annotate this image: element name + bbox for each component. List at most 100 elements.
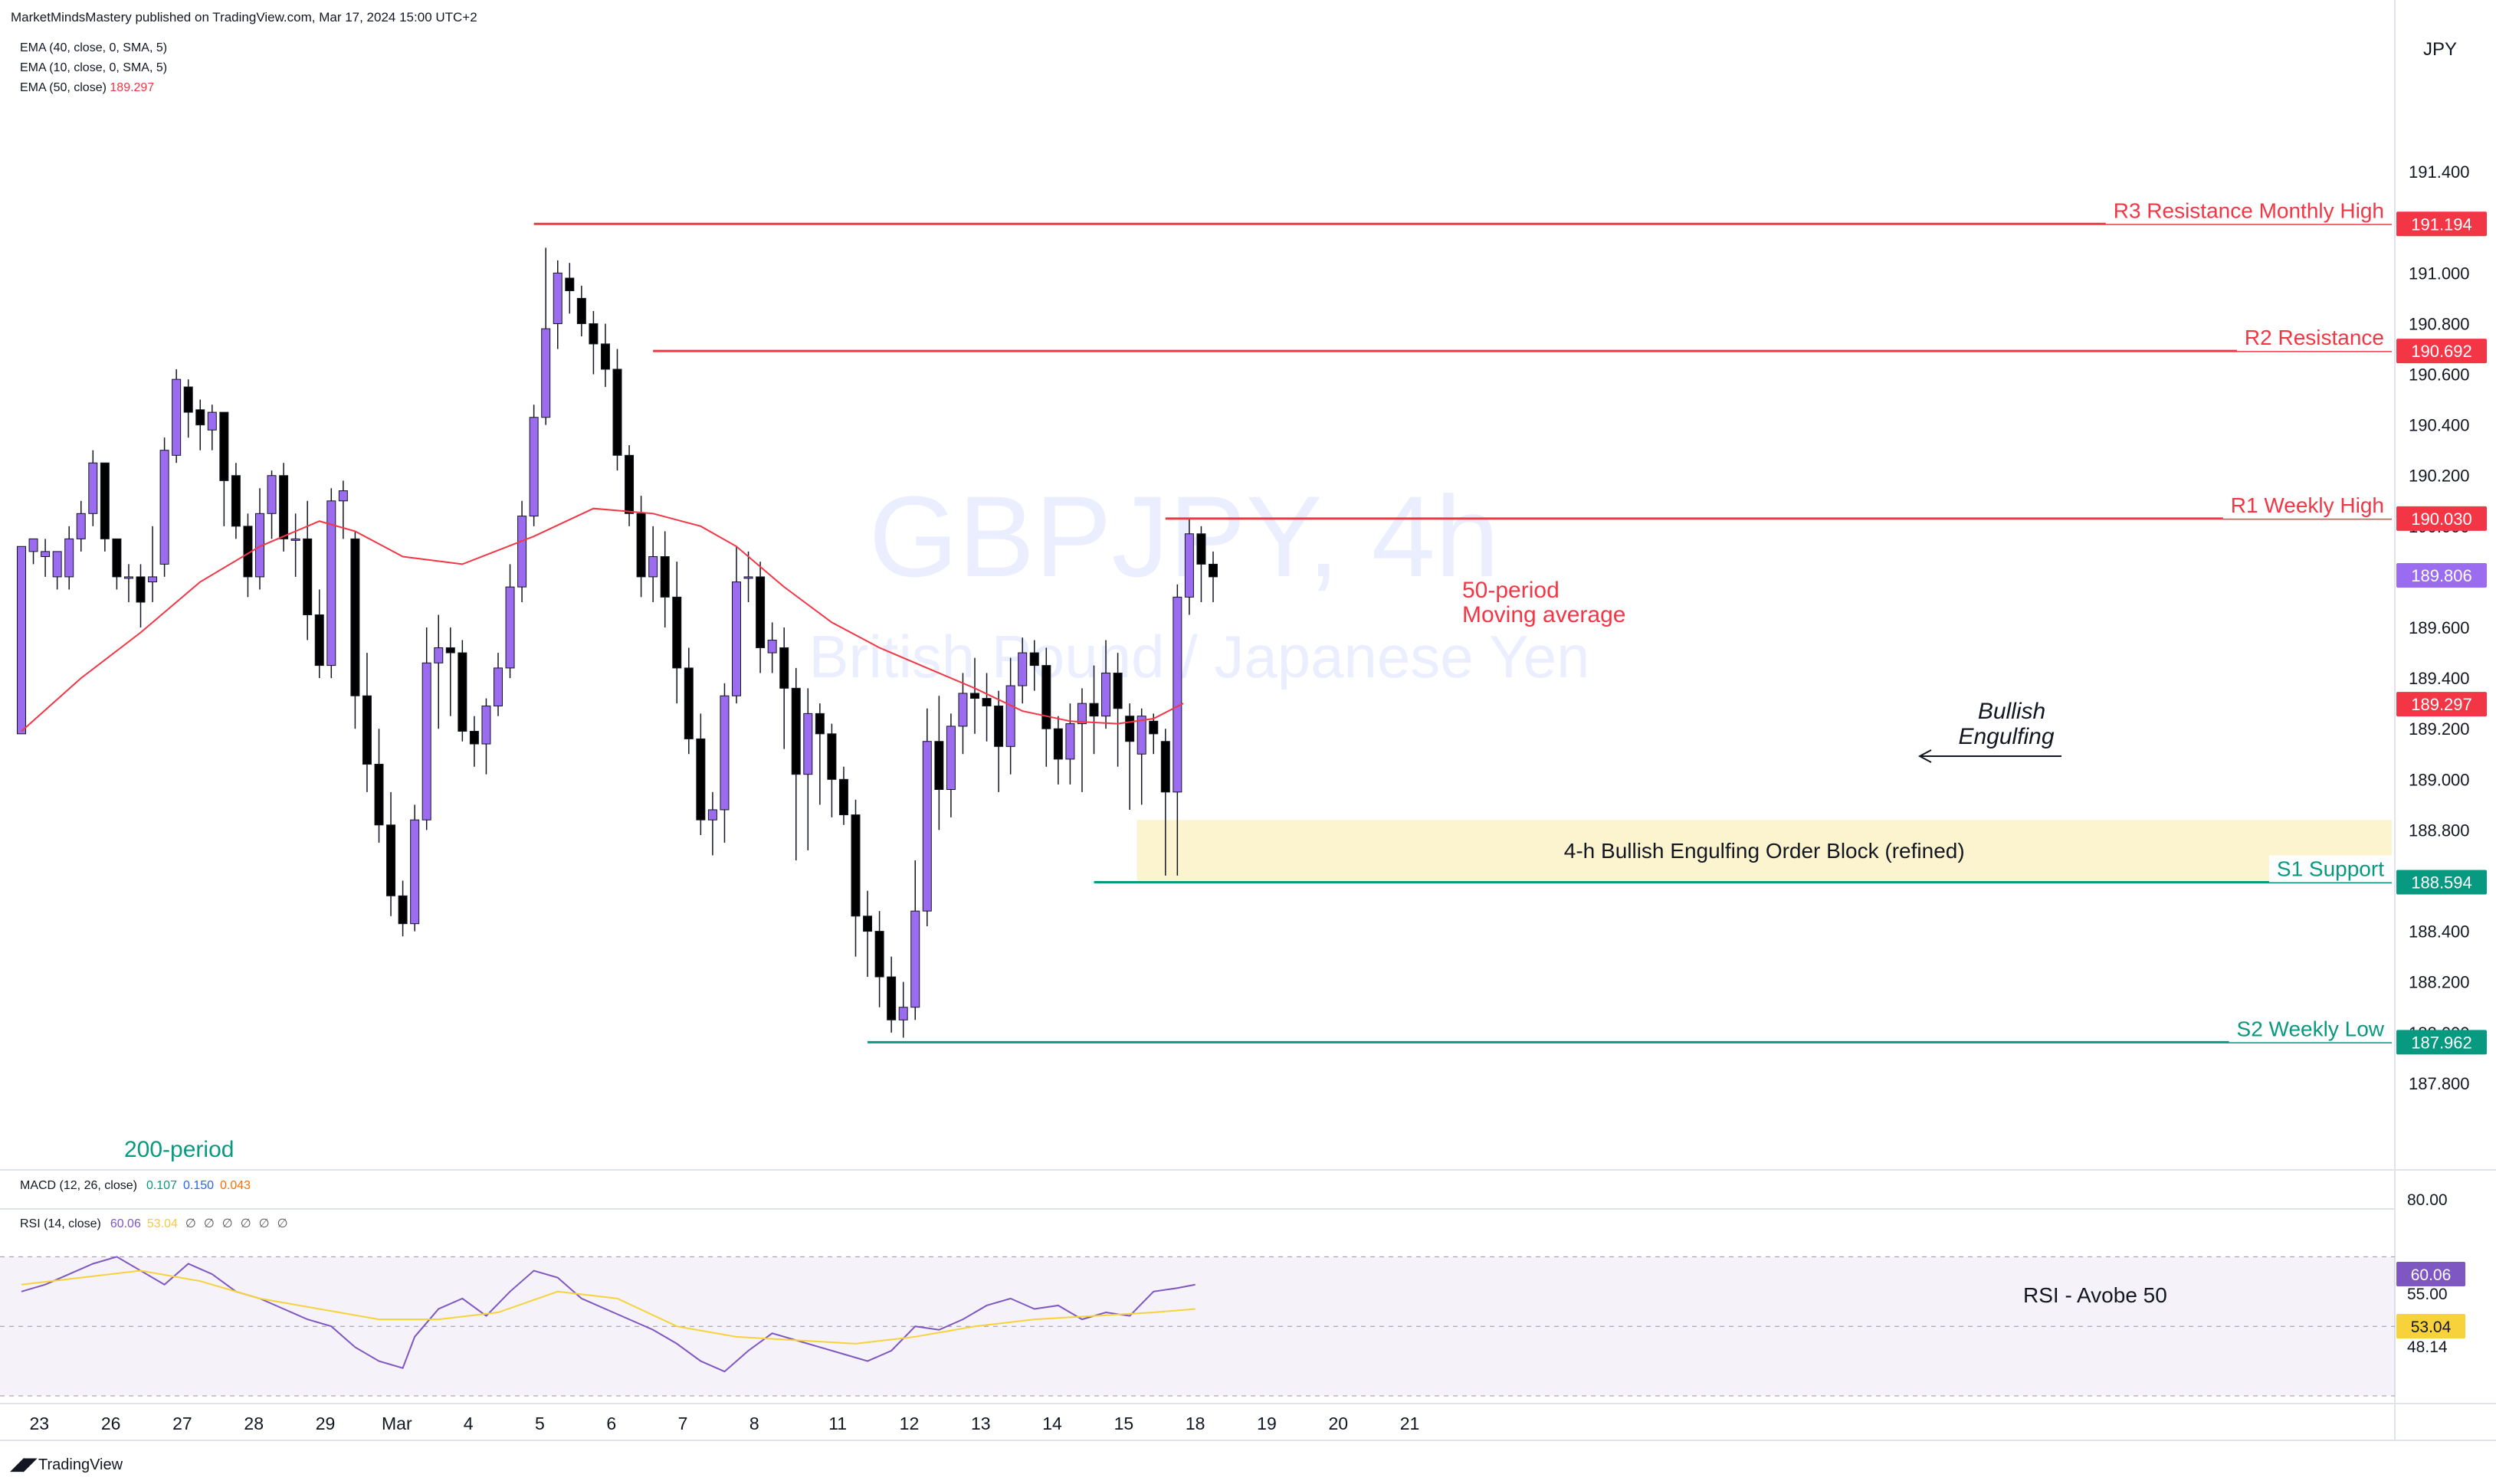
candle-bull [338, 490, 348, 502]
candle-bear [1053, 728, 1063, 760]
last-price-tag [2396, 562, 2487, 588]
candle-bull [434, 647, 444, 663]
candle-bull [720, 695, 730, 811]
rsi-panel: 80.00 55.00 48.14 60.06 53.04 [0, 1191, 2465, 1397]
candle-bear [183, 386, 193, 413]
candle-bear [934, 741, 944, 791]
candle-bear [362, 695, 372, 765]
candle-bear [612, 369, 622, 456]
level-price-tag [2396, 506, 2487, 531]
rsi-value-tag [2396, 1262, 2465, 1286]
candle-bull [767, 640, 777, 654]
candle-bull [326, 500, 336, 667]
time-tick-label: 12 [900, 1414, 920, 1433]
price-tag-text: 189.297 [2411, 695, 2472, 714]
candle-bear [636, 513, 646, 578]
levels: R3 Resistance Monthly High 191.194 R2 Resi… [533, 197, 2487, 1055]
ema-price-tag [2396, 692, 2487, 717]
candle-bull [1005, 685, 1015, 747]
time-tick-label: 18 [1186, 1414, 1205, 1433]
time-tick-label: 23 [30, 1414, 50, 1433]
rsi-header[interactable]: RSI (14, close) 60.06 53.04 ∅ ∅ ∅ ∅ ∅ ∅ [20, 1217, 288, 1230]
rsi-ma-value-tag [2396, 1314, 2465, 1338]
price-tick-label: 190.600 [2409, 365, 2470, 385]
price-tick-label: 191.400 [2409, 162, 2470, 182]
order-block-label: 4-h Bullish Engulfing Order Block (refin… [1564, 839, 1965, 863]
indicator-ema10[interactable]: EMA (10, close, 0, SMA, 5) [20, 61, 167, 74]
candle-bull [529, 417, 539, 517]
candle-bear [314, 614, 324, 667]
level-label-bg [2236, 324, 2392, 352]
candle-bull [922, 741, 932, 912]
candle-bull [946, 726, 956, 791]
level-label: R2 Resistance [2245, 326, 2384, 349]
candle-bull [64, 538, 74, 578]
time-tick-label: 7 [678, 1414, 688, 1433]
candle-bear [1029, 652, 1039, 667]
price-tick-label: 190.200 [2409, 467, 2470, 486]
candle-bear [970, 693, 979, 699]
price-tick-label: 190.800 [2409, 314, 2470, 333]
price-tick-label: 189.400 [2409, 669, 2470, 688]
candle-bull [1065, 723, 1075, 760]
candle-bear [303, 538, 313, 616]
time-tick-label: 27 [172, 1414, 192, 1433]
level-label-bg [2268, 855, 2393, 883]
time-tick-label: 11 [828, 1414, 847, 1433]
candle-bull [898, 1007, 908, 1020]
candle-bear [982, 698, 992, 706]
candle-bull [207, 411, 217, 431]
price-tick-label: 189.600 [2409, 618, 2470, 637]
time-tick-label: 6 [606, 1414, 616, 1433]
candle-bull [52, 551, 62, 578]
candle-bear [756, 576, 766, 648]
candle-bear [219, 411, 229, 481]
order-block-zone [1136, 820, 2392, 881]
level-label: R3 Resistance Monthly High [2114, 198, 2384, 222]
candle-bear [100, 462, 110, 539]
engulf-label: Bullish Engulfing [1958, 699, 2054, 749]
candle-bear [231, 475, 241, 527]
rsi-tag-text: 53.04 [2411, 1319, 2452, 1336]
time-axis[interactable]: 23 26 27 28 29 Mar 4 5 6 7 8 11 12 13 14 15 18 19 20 21 [30, 1414, 1420, 1433]
candle-bear [672, 596, 682, 669]
candle-bear [791, 687, 801, 775]
time-tick-label: 4 [464, 1414, 474, 1433]
candle-bull [41, 551, 51, 557]
candle-bear [1160, 741, 1170, 793]
level-price-text: 190.692 [2411, 342, 2472, 361]
candle-bull [148, 576, 158, 583]
candle-bear [1196, 533, 1206, 565]
indicator-ema40[interactable]: EMA (40, close, 0, SMA, 5) [20, 41, 167, 54]
tradingview-logo[interactable]: ◢◤ TradingView [10, 1454, 123, 1473]
candle-bull [172, 378, 182, 456]
candle-bull [88, 462, 98, 514]
time-tick-label: 21 [1400, 1414, 1420, 1433]
ma-label: 50-period Moving average [1462, 578, 1625, 627]
price-tick-label: 187.800 [2409, 1074, 2470, 1093]
watermark-name: British Pound / Japanese Yen [808, 623, 1589, 690]
time-tick-label: 29 [316, 1414, 336, 1433]
candle-bear [112, 538, 122, 578]
macd-header[interactable]: MACD (12, 26, close) 0.107 0.150 0.043 [20, 1179, 251, 1192]
time-tick-label: 8 [749, 1414, 759, 1433]
candle-bull [421, 662, 431, 821]
candle-bear [851, 814, 861, 917]
candle-bear [350, 538, 360, 696]
candle-bear [874, 931, 884, 978]
level-price-tag [2396, 339, 2487, 364]
candle-bull [648, 555, 658, 578]
indicator-ema50[interactable]: EMA (50, close) 189.297 [20, 81, 154, 94]
currency-label[interactable]: JPY [2423, 39, 2457, 60]
candle-bear [565, 277, 575, 292]
tradingview-icon: ◢◤ [10, 1454, 38, 1473]
price-tick-label: 188.200 [2409, 973, 2470, 992]
rsi-tick-label: 48.14 [2407, 1338, 2448, 1356]
candle-bull [1077, 703, 1087, 725]
time-tick-label: 13 [971, 1414, 991, 1433]
candle-bear [1149, 720, 1159, 735]
candle-bull [553, 272, 563, 324]
candle-bull [410, 819, 420, 925]
candle-bull [1018, 652, 1028, 686]
